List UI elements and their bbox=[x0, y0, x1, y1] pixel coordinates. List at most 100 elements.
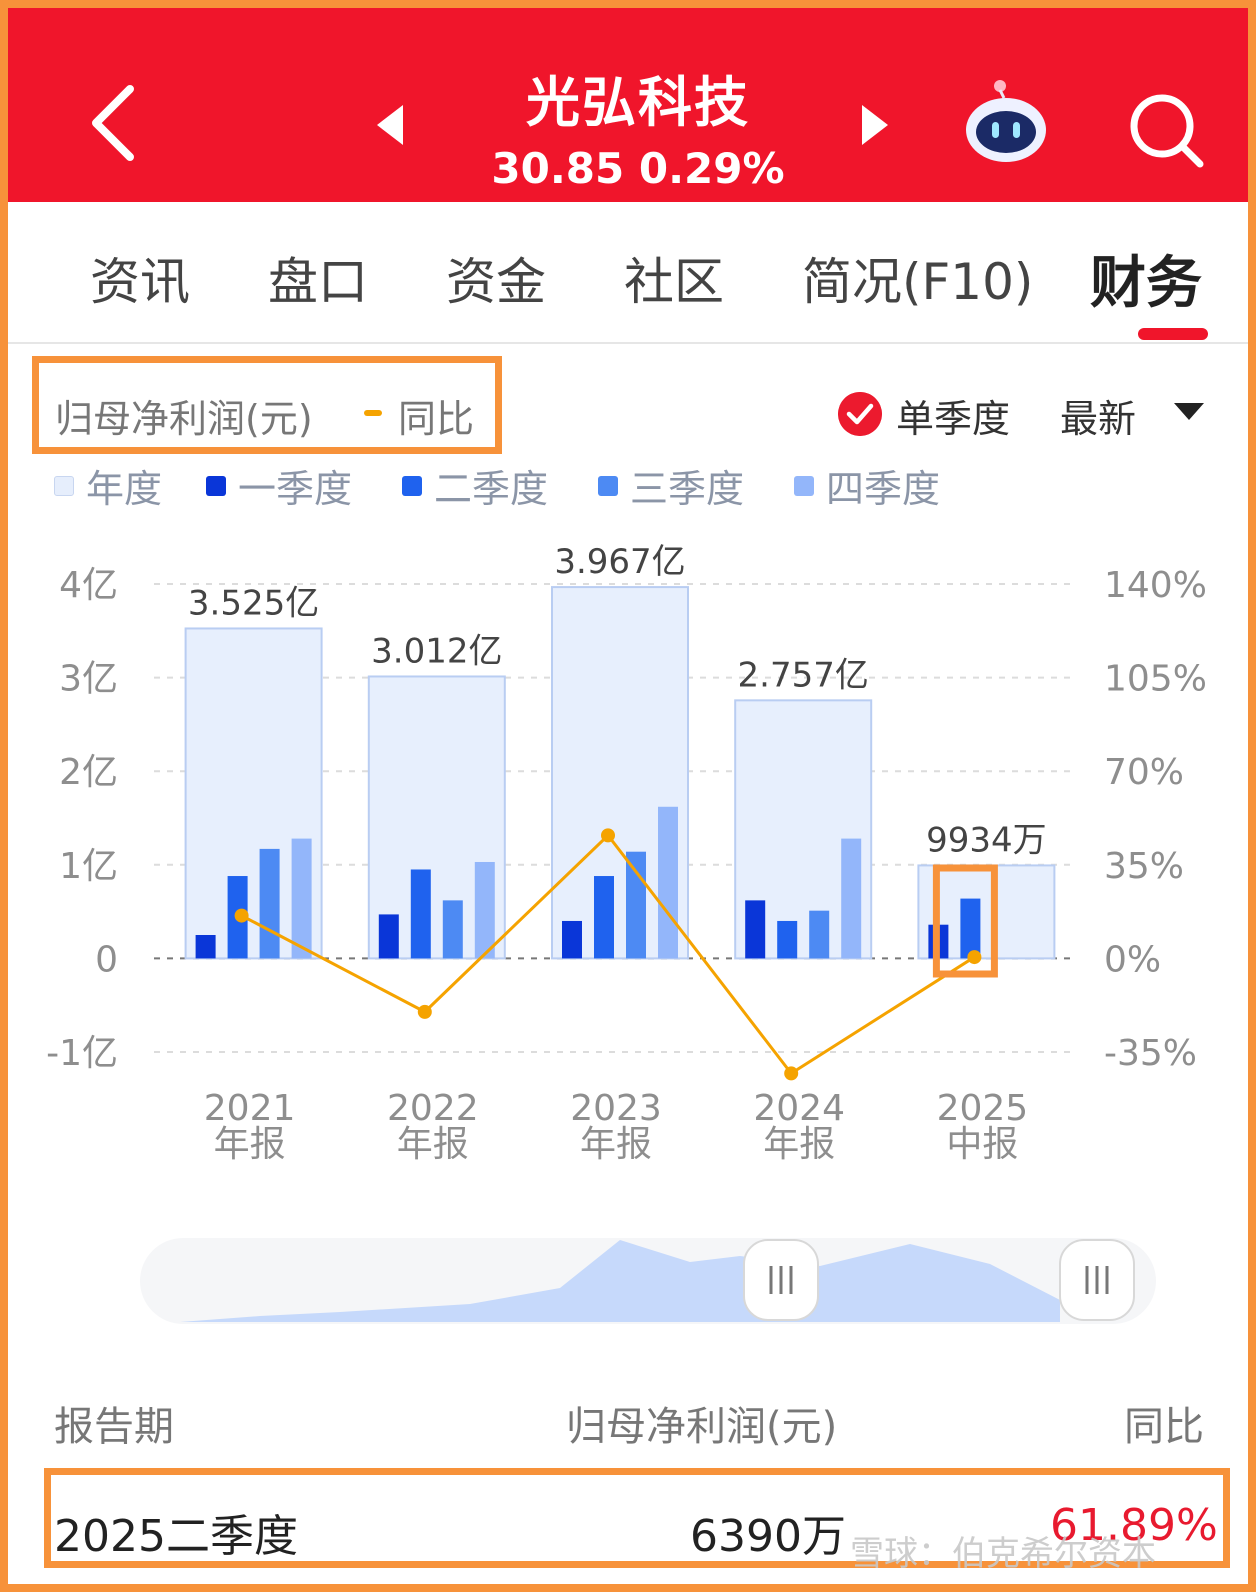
x-tick-label: 2022 bbox=[387, 1088, 479, 1129]
legend-swatch bbox=[794, 475, 814, 496]
legend-label: 四季度 bbox=[826, 467, 941, 511]
dropdown-triangle-icon[interactable] bbox=[1172, 400, 1206, 422]
legend-label: 二季度 bbox=[434, 467, 549, 511]
annual-bar bbox=[917, 864, 1056, 960]
quarter-bar bbox=[195, 935, 216, 959]
tab-market[interactable]: 盘口 bbox=[268, 253, 368, 311]
annual-bar-label: 9934万 bbox=[926, 820, 1047, 860]
tab-bar: 资讯 盘口 资金 社区 简况(F10) 财务 bbox=[8, 202, 1248, 344]
y-left-tick-label: 4亿 bbox=[59, 565, 118, 606]
range-slider[interactable] bbox=[140, 1236, 1156, 1330]
row-period: 2025二季度 bbox=[54, 1511, 298, 1562]
annual-bar-label: 3.967亿 bbox=[554, 542, 685, 582]
x-tick-label: 2021 bbox=[204, 1088, 296, 1129]
x-tick-label: 2024 bbox=[753, 1088, 845, 1129]
back-arrow-icon[interactable] bbox=[86, 83, 142, 163]
x-tick-label: 2023 bbox=[570, 1088, 662, 1129]
period-select[interactable]: 最新 bbox=[1060, 397, 1137, 441]
y-left-tick-label: 2亿 bbox=[59, 752, 118, 793]
yoy-point bbox=[784, 1066, 799, 1081]
table-header-yoy: 同比 bbox=[1124, 1404, 1204, 1450]
quarter-bar bbox=[594, 876, 614, 959]
legend-swatch bbox=[402, 475, 422, 496]
row-yoy: 61.89% bbox=[1050, 1500, 1218, 1551]
x-tick-sublabel: 年报 bbox=[214, 1124, 286, 1165]
quarter-bar bbox=[809, 910, 830, 959]
y-right-tick-label: 70% bbox=[1104, 752, 1184, 793]
quarter-bar bbox=[777, 920, 798, 959]
legend-swatch bbox=[598, 475, 618, 496]
x-tick-sublabel: 中报 bbox=[946, 1124, 1018, 1165]
search-icon[interactable] bbox=[1126, 90, 1206, 170]
y-left-tick-label: -1亿 bbox=[46, 1033, 118, 1074]
legend-q3[interactable]: 三季度 bbox=[598, 458, 744, 513]
legend-swatch bbox=[54, 475, 74, 496]
quarter-bar bbox=[410, 869, 431, 959]
legend-q1[interactable]: 一季度 bbox=[206, 458, 352, 513]
single-quarter-checkbox[interactable] bbox=[838, 392, 882, 436]
x-tick-sublabel: 年报 bbox=[397, 1124, 469, 1165]
legend-swatch bbox=[206, 475, 226, 496]
prev-stock-icon[interactable] bbox=[373, 103, 409, 147]
legend-label: 年度 bbox=[86, 467, 163, 511]
single-quarter-label[interactable]: 单季度 bbox=[896, 397, 1011, 441]
x-tick-sublabel: 年报 bbox=[763, 1124, 835, 1165]
yoy-point bbox=[417, 1004, 432, 1019]
x-tick-sublabel: 年报 bbox=[580, 1124, 652, 1165]
yoy-line-legend-icon bbox=[364, 410, 382, 416]
quarter-bar bbox=[745, 900, 766, 959]
watermark: 雪球：伯克希尔资本 bbox=[850, 1534, 1156, 1574]
robot-assistant-icon[interactable] bbox=[960, 76, 1052, 166]
metric-selector[interactable]: 归母净利润(元) bbox=[55, 397, 313, 441]
quarter-bar bbox=[960, 898, 981, 959]
net-profit-chart[interactable]: -1亿 -35% 0 0% 1亿 35% 2亿 70% 3亿 105% 4亿 140% 3.525亿 20… bbox=[8, 530, 1248, 1190]
table-header-period: 报告期 bbox=[54, 1404, 174, 1450]
stock-title: 光弘科技 bbox=[526, 71, 750, 134]
yoy-point bbox=[234, 908, 249, 923]
y-right-tick-label: 140% bbox=[1104, 565, 1207, 606]
stock-price: 30.85 0.29% bbox=[491, 144, 785, 193]
legend-q2[interactable]: 二季度 bbox=[402, 458, 548, 513]
next-stock-icon[interactable] bbox=[856, 103, 892, 147]
slider-overview-area bbox=[180, 1240, 1060, 1322]
y-left-tick-label: 1亿 bbox=[59, 846, 118, 887]
legend-label: 一季度 bbox=[238, 467, 353, 511]
quarter-bar bbox=[658, 806, 678, 959]
annual-bar-label: 3.012亿 bbox=[371, 631, 502, 671]
stock-header: 光弘科技 30.85 0.29% bbox=[8, 8, 1248, 202]
quarter-bar bbox=[378, 914, 399, 959]
table-row-highlight[interactable] bbox=[44, 1468, 1230, 1568]
legend-annual[interactable]: 年度 bbox=[54, 458, 162, 513]
tab-profile-f10[interactable]: 简况(F10) bbox=[802, 253, 1034, 311]
x-tick-label: 2025 bbox=[937, 1088, 1029, 1129]
y-right-tick-label: 35% bbox=[1104, 846, 1184, 887]
y-left-tick-label: 0 bbox=[95, 939, 118, 980]
quarter-bar bbox=[442, 900, 463, 959]
row-net-profit: 6390万 bbox=[690, 1511, 846, 1562]
tab-community[interactable]: 社区 bbox=[624, 253, 724, 311]
metric-highlight-box bbox=[32, 356, 502, 454]
tab-funds[interactable]: 资金 bbox=[446, 253, 546, 311]
latest-bar-highlight-box bbox=[932, 864, 998, 978]
legend-label: 三季度 bbox=[630, 467, 745, 511]
quarter-bar bbox=[562, 920, 582, 959]
quarter-bar bbox=[259, 848, 280, 959]
annual-bar-label: 2.757亿 bbox=[738, 655, 869, 695]
y-right-tick-label: -35% bbox=[1104, 1033, 1197, 1074]
tab-news[interactable]: 资讯 bbox=[90, 253, 190, 311]
legend-q4[interactable]: 四季度 bbox=[794, 458, 940, 513]
quarter-bar bbox=[841, 838, 862, 959]
quarter-bar bbox=[291, 838, 312, 959]
table-header-net-profit: 归母净利润(元) bbox=[566, 1404, 838, 1450]
active-tab-indicator bbox=[1138, 328, 1208, 340]
tab-finance[interactable]: 财务 bbox=[1090, 251, 1202, 316]
yoy-legend-label: 同比 bbox=[398, 397, 475, 441]
y-left-tick-label: 3亿 bbox=[59, 659, 118, 700]
y-right-tick-label: 0% bbox=[1104, 939, 1161, 980]
y-right-tick-label: 105% bbox=[1104, 659, 1207, 700]
quarter-bar bbox=[626, 851, 646, 959]
yoy-point bbox=[601, 828, 615, 843]
annual-bar-label: 3.525亿 bbox=[188, 583, 319, 623]
yoy-point bbox=[967, 950, 982, 965]
quarter-bar bbox=[474, 861, 495, 959]
